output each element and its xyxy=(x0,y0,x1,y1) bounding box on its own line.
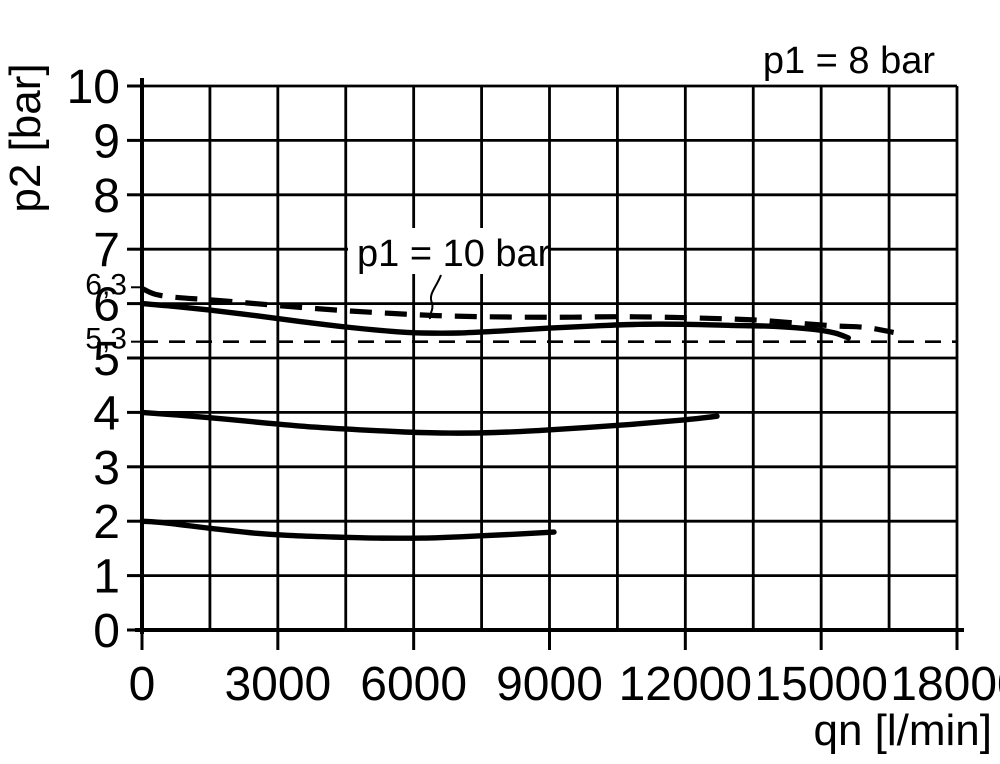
y-tick-label: 9 xyxy=(93,115,120,168)
y-special-tick-label: 5,3 xyxy=(85,323,127,356)
y-tick-label: 0 xyxy=(93,605,120,658)
x-axis-title: qn [l/min] xyxy=(813,706,992,755)
y-tick-label: 8 xyxy=(93,170,120,223)
x-tick-label: 18000 xyxy=(890,658,1000,711)
y-tick-label: 1 xyxy=(93,551,120,604)
x-tick-label: 3000 xyxy=(224,658,331,711)
annotation-leader-line xyxy=(428,274,442,320)
curve-p1-8bar-set-4bar xyxy=(139,409,720,436)
p1-8bar-annotation: p1 = 8 bar xyxy=(763,40,936,82)
y-axis-title: p2 [bar] xyxy=(1,63,50,212)
x-tick-label: 15000 xyxy=(754,658,887,711)
x-tick-label: 9000 xyxy=(496,658,603,711)
y-tick-label: 5 xyxy=(93,333,120,386)
curve-p1-8bar-set-6bar xyxy=(139,300,851,341)
x-tick-label: 0 xyxy=(129,658,156,711)
y-tick-label: 2 xyxy=(93,496,120,549)
x-tick-label: 12000 xyxy=(619,658,752,711)
grid-layer xyxy=(142,84,959,630)
y-tick-label: 7 xyxy=(93,224,120,277)
tick-layer xyxy=(127,84,959,650)
y-tick-label: 6 xyxy=(93,279,120,332)
curve-p1-10bar xyxy=(140,285,895,335)
p1-10bar-annotation: p1 = 10 bar xyxy=(357,233,551,275)
curve-layer xyxy=(139,285,895,541)
y-tick-label: 10 xyxy=(67,61,120,114)
annotation-background xyxy=(348,228,548,274)
x-tick-label: 6000 xyxy=(360,658,467,711)
annotation-layer: p1 = 8 bar p1 = 10 bar qn [l/min] p2 [ba… xyxy=(1,40,992,755)
y-special-tick-label: 6,3 xyxy=(85,268,127,301)
curve-p1-8bar-set-2bar xyxy=(139,518,557,541)
y-tick-label: 3 xyxy=(93,442,120,495)
y-tick-label: 4 xyxy=(93,387,120,440)
